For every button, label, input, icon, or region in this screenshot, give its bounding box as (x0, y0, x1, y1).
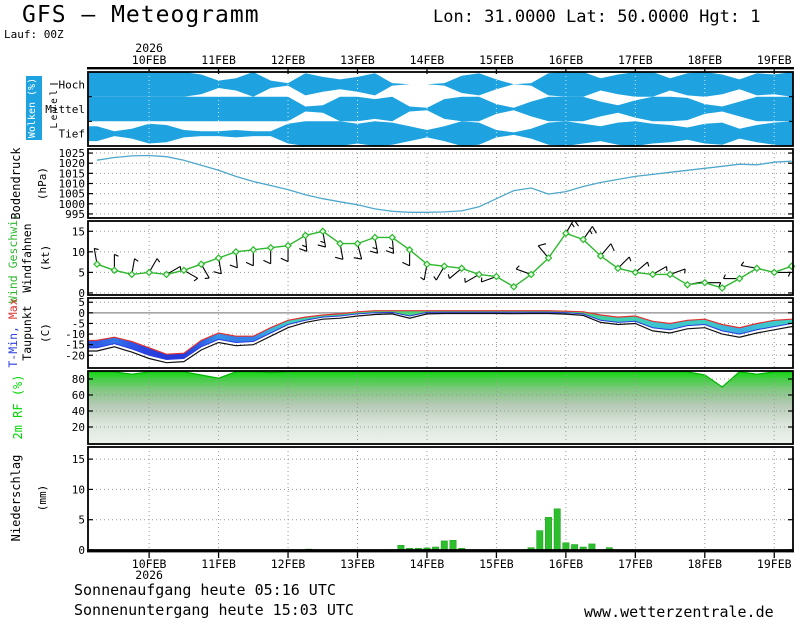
svg-text:(C): (C) (39, 323, 52, 343)
svg-text:18FEB: 18FEB (687, 53, 722, 67)
panel-pressure: 995100010051010101510201025Bodendruck(hP… (9, 147, 793, 221)
sunrise-text: Sonnenaufgang heute 05:16 UTC (74, 581, 336, 599)
x-axis-top: 10FEB 11FEB 12FEB 13FEB 14FEB 15FEB 16FEB 17FEB… (87, 41, 794, 74)
precip-bar (450, 540, 456, 550)
precip-bar (441, 541, 447, 550)
svg-text:Hoch: Hoch (59, 78, 86, 91)
svg-text:14FEB: 14FEB (410, 557, 445, 571)
svg-text:80: 80 (72, 373, 85, 386)
precip-bar (563, 543, 569, 550)
svg-text:11FEB: 11FEB (201, 53, 236, 67)
svg-text:0: 0 (78, 544, 85, 557)
svg-text:15: 15 (72, 453, 85, 466)
svg-text:12FEB: 12FEB (271, 53, 306, 67)
svg-text:15FEB: 15FEB (479, 53, 514, 67)
svg-text:Tief: Tief (59, 128, 86, 141)
svg-text:17FEB: 17FEB (618, 557, 653, 571)
watermark-text: www.wetterzentrale.de (584, 603, 774, 621)
wind-barbs (94, 219, 800, 290)
svg-text:15FEB: 15FEB (479, 557, 514, 571)
precip-bar (537, 531, 543, 550)
svg-text:17FEB: 17FEB (618, 53, 653, 67)
svg-text:20: 20 (72, 421, 85, 434)
svg-text:Taupunkt: Taupunkt (20, 305, 34, 360)
svg-text:5: 5 (78, 266, 85, 279)
svg-text:11FEB: 11FEB (201, 557, 236, 571)
svg-text:10: 10 (72, 246, 85, 259)
svg-text:18FEB: 18FEB (687, 557, 722, 571)
svg-text:Mittel: Mittel (45, 103, 85, 116)
svg-text:2026: 2026 (135, 568, 163, 582)
humidity-area (88, 372, 793, 444)
svg-text:(mm): (mm) (36, 485, 49, 512)
svg-text:40: 40 (72, 405, 85, 418)
svg-text:T-Min, Max: T-Min, Max (6, 298, 20, 367)
svg-text:Bodendruck: Bodendruck (9, 147, 23, 220)
panel-humidity: 20 40 60 80 2m RF (%) (11, 371, 793, 444)
svg-text:15: 15 (72, 225, 85, 238)
svg-text:16FEB: 16FEB (549, 557, 584, 571)
svg-text:(hPa): (hPa) (36, 167, 49, 200)
precip-bar (589, 544, 595, 550)
precip-bar (554, 509, 560, 550)
svg-text:5: 5 (78, 514, 85, 527)
precip-bar (545, 517, 551, 550)
svg-text:19FEB: 19FEB (757, 53, 792, 67)
svg-text:2m RF (%): 2m RF (%) (11, 374, 25, 439)
svg-text:Niederschlag: Niederschlag (9, 455, 23, 542)
svg-text:13FEB: 13FEB (340, 557, 375, 571)
svg-text:Wind Geschwi.: Wind Geschwi. (6, 213, 20, 303)
svg-text:(kt): (kt) (39, 245, 52, 272)
svg-text:Windfahnen: Windfahnen (20, 223, 34, 292)
svg-text:60: 60 (72, 389, 85, 402)
svg-text:5: 5 (78, 296, 85, 309)
svg-text:1025: 1025 (59, 147, 86, 160)
svg-text:16FEB: 16FEB (549, 53, 584, 67)
tmin-line (88, 312, 793, 359)
svg-text:10: 10 (72, 483, 85, 496)
svg-text:12FEB: 12FEB (271, 557, 306, 571)
svg-text:13FEB: 13FEB (340, 53, 375, 67)
sunset-text: Sonnenuntergang heute 15:03 UTC (74, 601, 354, 619)
svg-text:2026: 2026 (135, 41, 163, 55)
svg-text:10FEB: 10FEB (132, 53, 167, 67)
svg-text:19FEB: 19FEB (757, 557, 792, 571)
svg-text:Wolken (%): Wolken (%) (27, 78, 38, 138)
panel-precip: 0 5 10 15 Niederschlag (mm) (9, 447, 793, 557)
svg-text:14FEB: 14FEB (410, 53, 445, 67)
